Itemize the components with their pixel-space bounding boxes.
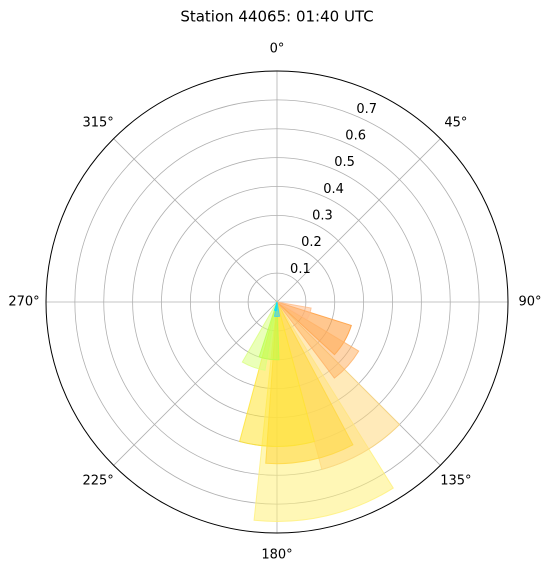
r-tick-label: 0.6 (345, 128, 366, 143)
wedge (273, 301, 278, 312)
r-tick-label: 0.2 (301, 235, 322, 250)
r-tick-label: 0.1 (290, 262, 311, 277)
theta-grid (276, 138, 441, 303)
wedge (276, 301, 360, 379)
theta-tick-label: 90° (518, 295, 541, 310)
outer-frame (45, 70, 509, 534)
theta-grid (113, 138, 278, 303)
theta-tick-label: 0° (270, 42, 285, 57)
theta-tick-label: 45° (444, 116, 467, 131)
r-tick-label: 0.7 (356, 102, 377, 117)
theta-tick-label: 270° (8, 295, 39, 310)
chart-title: Station 44065: 01:40 UTC (180, 8, 373, 26)
theta-tick-label: 315° (82, 116, 113, 131)
r-tick-label: 0.4 (323, 182, 344, 197)
theta-tick-label: 225° (82, 473, 113, 488)
r-tick-label: 0.5 (334, 155, 355, 170)
bars (239, 300, 401, 522)
wedge (276, 301, 312, 321)
wedge (276, 300, 401, 470)
theta-tick-label: 180° (261, 548, 292, 563)
theta-tick-label: 135° (440, 473, 471, 488)
r-tick-label: 0.3 (312, 208, 333, 223)
wedge (239, 300, 315, 447)
wedge (241, 301, 278, 371)
theta-grid (113, 301, 278, 466)
